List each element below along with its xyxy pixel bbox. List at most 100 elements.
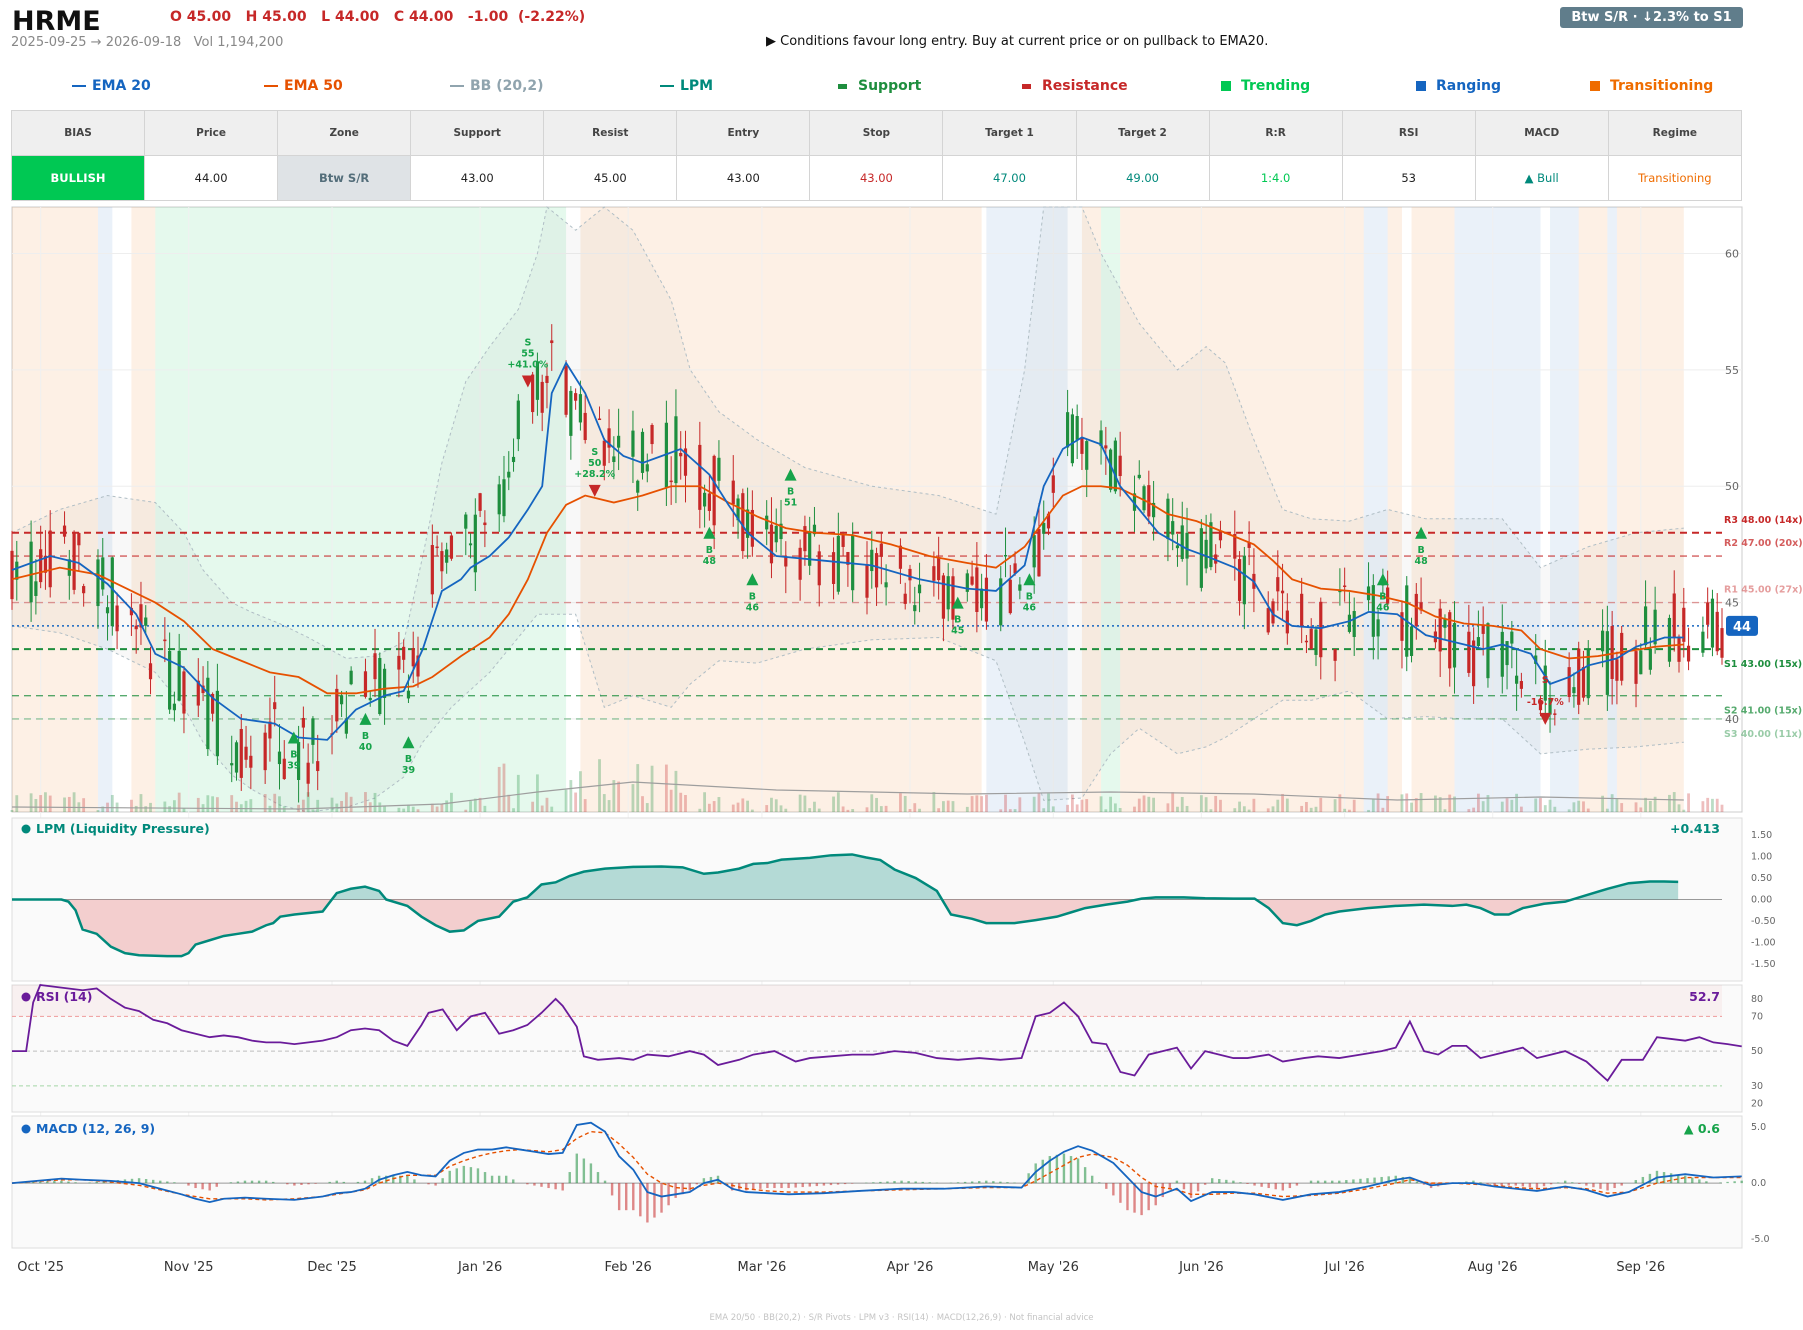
macd-histogram-bar <box>208 1183 211 1191</box>
macd-histogram-bar <box>745 1183 748 1191</box>
macd-histogram-bar <box>1239 1182 1242 1184</box>
legend-lpm[interactable]: LPM <box>660 78 713 94</box>
current-price-tag <box>1726 615 1758 636</box>
buy-signal-arrow <box>402 736 415 749</box>
volume-bar <box>383 806 386 812</box>
candle-body <box>1180 525 1184 560</box>
macd-histogram-bar <box>730 1183 734 1191</box>
bb-fill <box>12 207 1684 812</box>
candle-body <box>1300 593 1304 628</box>
regime-band-trending <box>1101 207 1121 812</box>
candle-body <box>1042 522 1046 534</box>
lpm-last-value: +0.413 <box>1670 821 1720 836</box>
candle-body <box>215 690 219 757</box>
candle-body <box>397 655 401 670</box>
candle-body <box>182 671 186 714</box>
volume-bar <box>674 770 678 812</box>
macd-histogram-bar <box>469 1167 473 1184</box>
candle-body <box>1600 630 1605 652</box>
volume-bar <box>1687 793 1690 812</box>
volume-bar <box>1386 796 1390 812</box>
volume-bar <box>440 803 444 812</box>
candle-body <box>363 671 368 697</box>
volume-bar <box>34 798 38 812</box>
macd-histogram-bar <box>1641 1176 1645 1184</box>
candle-body <box>449 535 454 559</box>
candle-body <box>712 455 716 526</box>
chart-area[interactable]: 40 45 50 55 60 R3 48.00 (14x) R2 47.00 (20x) R1… <box>0 0 1803 1300</box>
candle-body <box>1639 650 1643 675</box>
macd-histogram-bar <box>653 1183 656 1218</box>
macd-histogram-bar <box>1408 1178 1412 1184</box>
price-value: 44.00 <box>144 155 279 201</box>
volume-bar <box>144 806 148 812</box>
candle-body <box>803 526 807 552</box>
candle-body <box>1352 611 1356 638</box>
legend-ranging[interactable]: Ranging <box>1416 78 1501 94</box>
macd-histogram-bar <box>1620 1183 1623 1186</box>
candle-body <box>1610 626 1614 680</box>
candle-body <box>196 680 200 706</box>
macd-histogram-bar <box>1267 1183 1270 1189</box>
macd-histogram-bar <box>1274 1183 1277 1190</box>
header-stop: Stop <box>809 110 944 156</box>
legend-bb[interactable]: BB (20,2) <box>450 78 544 94</box>
date-range-volume: 2025-09-25 → 2026-09-18 Vol 1,194,200 <box>11 35 284 50</box>
volume-bar <box>1701 801 1705 812</box>
macd-histogram-bar <box>1281 1183 1284 1191</box>
candle-body <box>1085 441 1089 470</box>
legend-resistance[interactable]: Resistance <box>1022 78 1128 94</box>
macd-histogram-bar <box>392 1175 395 1184</box>
macd-histogram-bar <box>187 1183 190 1186</box>
candle-body <box>230 763 234 766</box>
sr-level-label-0: R3 48.00 (14x) <box>1724 515 1803 526</box>
macd-histogram-bar <box>1288 1183 1292 1189</box>
volume-bar <box>1209 809 1213 812</box>
candle-body <box>435 546 439 549</box>
candle-body <box>913 605 917 612</box>
rsi-y-tick-1: 70 <box>1751 1011 1763 1022</box>
volume-bar <box>1085 799 1089 812</box>
legend-ema20[interactable]: EMA 20 <box>72 78 151 94</box>
volume-bar <box>1534 798 1538 812</box>
macd-histogram-bar <box>822 1183 826 1186</box>
macd-y-tick-1: 0.0 <box>1751 1178 1766 1189</box>
legend-support[interactable]: Support <box>838 78 921 94</box>
candle-body <box>282 758 286 780</box>
volume-bar <box>574 792 578 812</box>
candle-body <box>273 702 277 710</box>
regime-band-ranging <box>1363 207 1388 812</box>
macd-histogram-bar <box>476 1168 480 1184</box>
candle-body <box>1266 608 1270 633</box>
macd-histogram-bar <box>427 1183 430 1185</box>
candle-body <box>1018 584 1022 591</box>
legend-ema50[interactable]: EMA 50 <box>264 78 343 94</box>
volume-bar <box>1066 804 1070 812</box>
candle-body <box>698 444 702 510</box>
macd-histogram-bar <box>1331 1180 1334 1184</box>
ema20-line-icon <box>72 85 86 87</box>
lpm-negative-area <box>12 899 1679 957</box>
candle-body <box>306 762 310 784</box>
volume-bar <box>1476 793 1480 812</box>
buy-signal-label-8-0: B <box>954 615 961 626</box>
candle-body <box>846 551 850 565</box>
rsi-y-tick-4: 20 <box>1751 1098 1763 1109</box>
legend-trending[interactable]: Trending <box>1221 78 1310 94</box>
volume-bar <box>1620 803 1624 812</box>
macd-histogram-bar <box>879 1181 882 1184</box>
lpm-line <box>12 853 1679 958</box>
volume-bar <box>1453 796 1456 812</box>
legend-transitioning[interactable]: Transitioning <box>1590 78 1713 94</box>
candle-body <box>96 559 100 607</box>
volume-bar <box>879 806 883 812</box>
volume-bar <box>110 794 114 812</box>
buy-signal-label-7-0: B <box>787 487 794 498</box>
candle-body <box>29 541 33 603</box>
sr-status-badge: Btw S/R · ↓2.3% to S1 <box>1560 7 1743 28</box>
macd-histogram-bar <box>356 1181 360 1184</box>
lpm-y-tick-2: 0.50 <box>1751 873 1772 884</box>
candle-body <box>1070 414 1074 464</box>
volume-bar <box>1639 807 1643 812</box>
volume-bar <box>631 784 635 812</box>
